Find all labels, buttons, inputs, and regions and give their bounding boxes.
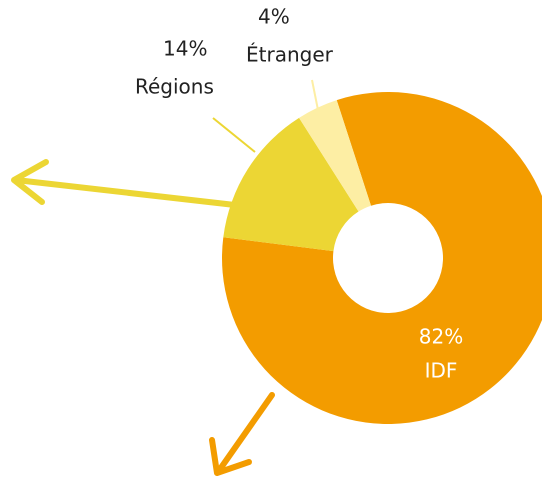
decor [11,79,319,476]
leader-line [212,117,256,153]
leader-line [311,79,319,111]
category-label: Étranger [246,43,334,67]
value-label: 82% [419,325,463,349]
value-label: 14% [163,37,207,61]
value-label: 4% [258,5,290,29]
slice [222,92,542,424]
arrow [215,392,275,475]
arrow-head [11,159,49,205]
arrow [13,177,238,208]
category-label: IDF [425,359,458,383]
arrow-head [209,437,252,476]
category-label: Régions [135,75,214,99]
slice [299,100,372,212]
slice [223,117,359,252]
